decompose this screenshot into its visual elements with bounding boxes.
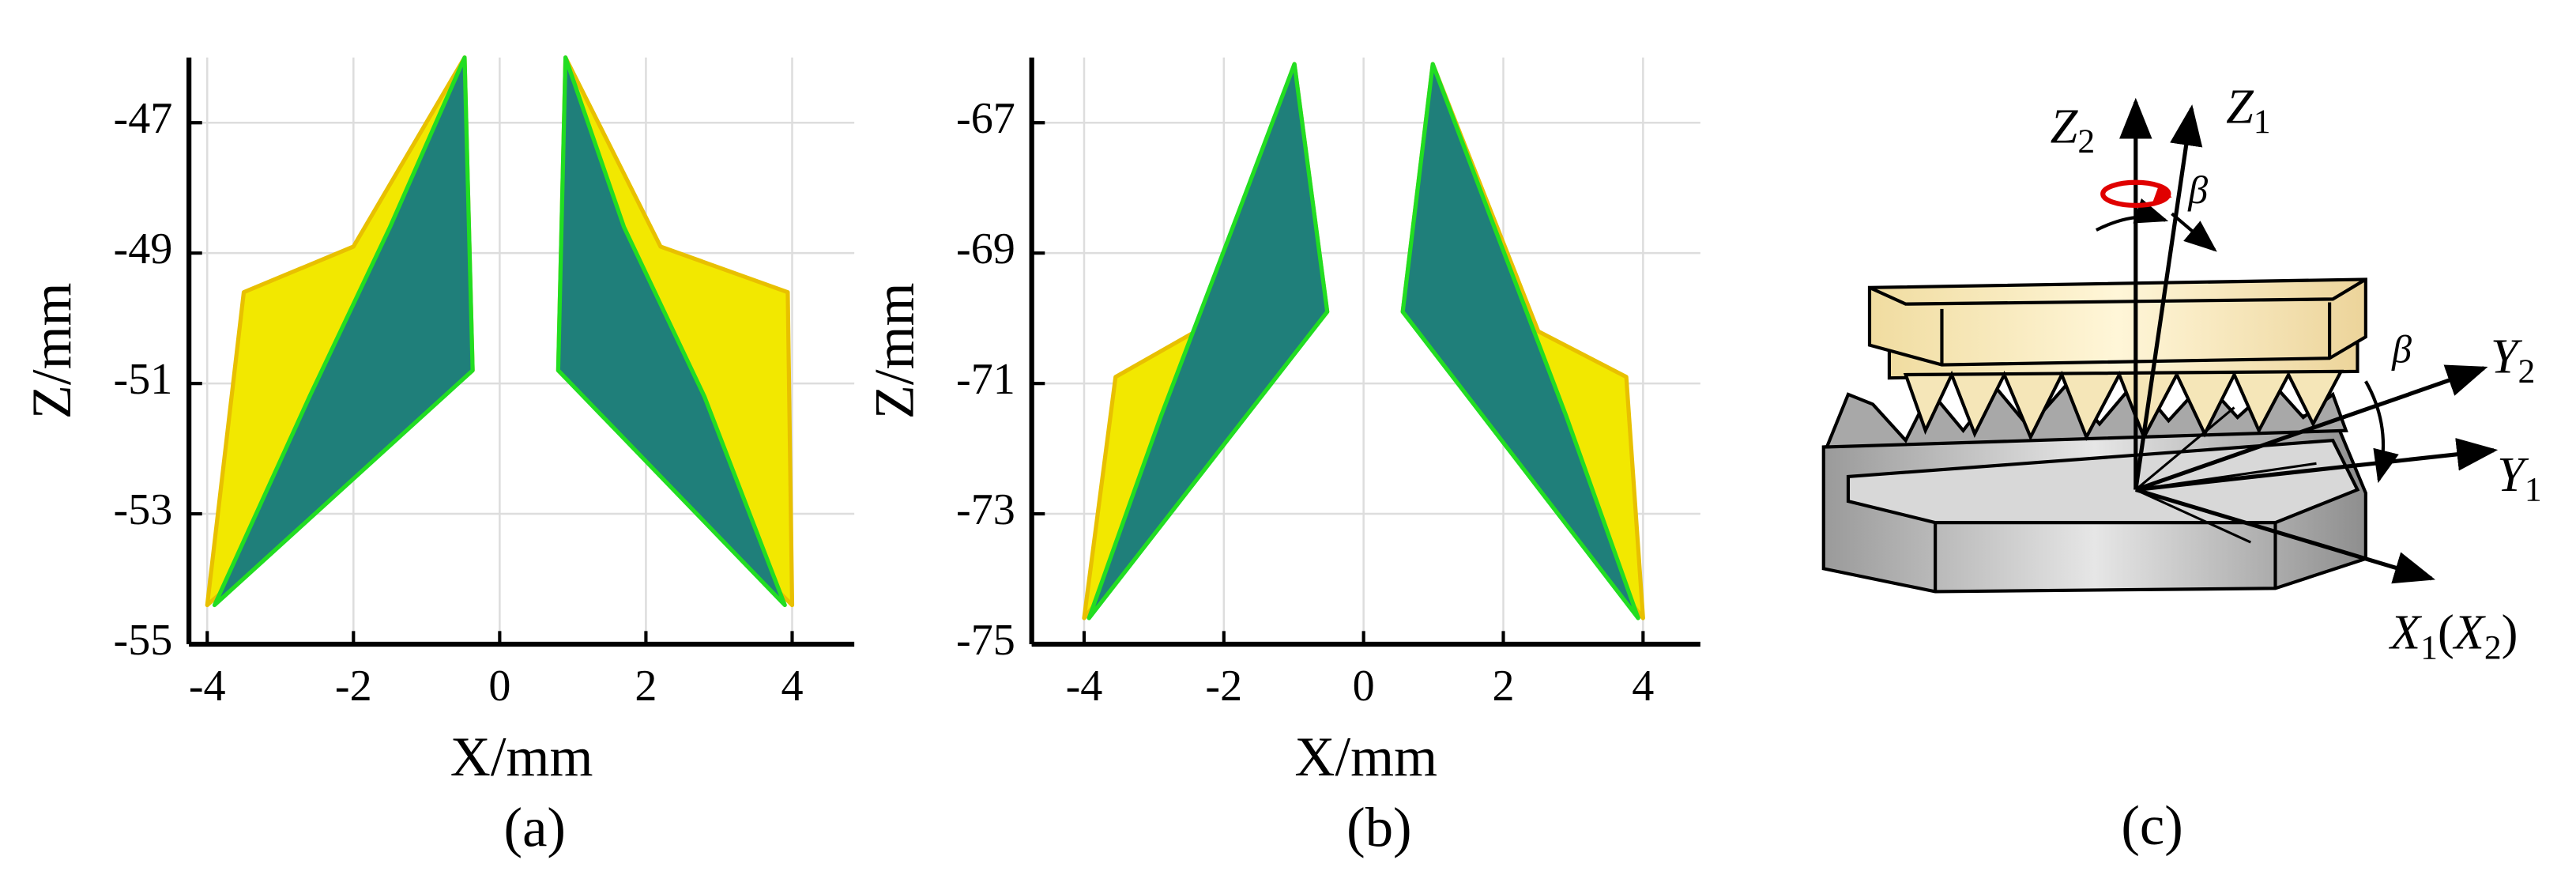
label-sub: 2 [2484, 628, 2502, 666]
upper-gear [1867, 277, 2367, 367]
chart: -55 -53 -51 -49 -47 -4 -2 0 2 4 Z/mm X/mm (a) [21, 55, 855, 858]
label-sub: 1 [2525, 471, 2542, 509]
label-sub: 2 [2077, 123, 2095, 160]
x1-axis [2135, 488, 2435, 584]
caption: (a) [504, 797, 566, 858]
x-tick-label: -4 [189, 662, 226, 711]
x-tick-label: 2 [1492, 662, 1514, 711]
y-tick-label: -55 [114, 616, 173, 665]
x-tick-label: 4 [781, 662, 803, 711]
upper-edges [1869, 277, 2367, 365]
plots: -55-53-51-49-47-4 -2 0 2 4Z/mmX/mm(a)-75-73-… [21, 55, 1700, 858]
surface-patch [1400, 62, 1640, 621]
label-sub: 1 [2254, 103, 2271, 141]
x-tick-label: -2 [335, 662, 372, 711]
label-main: Z [2226, 80, 2254, 134]
beta-side-arc [2364, 380, 2399, 484]
label-paren: ) [2502, 605, 2518, 660]
coordinate-axes [2095, 97, 2499, 584]
beta-label: β [2187, 168, 2208, 212]
beta-label: β [2391, 327, 2412, 371]
label-paren: ( [2438, 605, 2454, 660]
gear-diagram: Z2 Z1 β β Y2 Y1 X1(X2) (c) [1821, 80, 2542, 857]
x-axis-label: X/mm [450, 726, 593, 788]
label-main: Y [2491, 330, 2523, 384]
z2-label: Z2 [2051, 100, 2096, 160]
beta-arc [2095, 198, 2169, 232]
x-tick-label: -2 [1205, 662, 1242, 711]
y2-axis [2134, 364, 2488, 492]
y-tick-label: -71 [956, 355, 1015, 404]
y-axis-label: Z/mm [864, 283, 926, 420]
beta-arc-2 [2171, 212, 2217, 252]
y1-label: Y1 [2497, 447, 2542, 508]
y1-axis [2135, 438, 2499, 492]
x-tick-label: 4 [1632, 662, 1654, 711]
y-tick-label: -67 [956, 94, 1015, 143]
y-tick-label: -53 [114, 485, 173, 534]
y-tick-label: -73 [956, 485, 1015, 534]
surface-patch [555, 55, 787, 608]
surface-patch [212, 55, 475, 608]
label-main: Z [2051, 100, 2079, 154]
y-tick-label: -69 [956, 224, 1015, 273]
chart: -75 -73 -71 -69 -67 -4 -2 0 2 4 Z/mm X/mm (b) [864, 57, 1700, 858]
label-sub: 2 [2518, 353, 2536, 390]
caption: (c) [2121, 795, 2182, 857]
rotation-indicator [2100, 179, 2171, 208]
y-tick-label: -47 [114, 94, 173, 143]
y-tick-label: -75 [956, 616, 1015, 665]
y-axis-label: Z/mm [21, 283, 83, 420]
x1x2-label: X1(X2) [2388, 605, 2518, 666]
y-tick-label: -51 [114, 355, 173, 404]
surface-patch [1087, 62, 1330, 621]
label-main: Y [2497, 447, 2529, 502]
aux-lines [2134, 406, 2317, 544]
label-main: X [2388, 605, 2423, 660]
y-tick-label: -49 [114, 224, 173, 273]
x-tick-label: 0 [488, 662, 510, 711]
caption: (b) [1346, 797, 1411, 858]
y2-label: Y2 [2491, 330, 2536, 390]
x-tick-label: 2 [635, 662, 657, 711]
x-tick-label: -4 [1066, 662, 1103, 711]
label-sub: 1 [2420, 628, 2438, 666]
x-tick-label: 0 [1353, 662, 1375, 711]
label-main: X [2452, 605, 2487, 660]
upper-teeth [1903, 369, 2344, 442]
z1-axis [2133, 104, 2203, 490]
z1-label: Z1 [2226, 80, 2271, 141]
x-axis-label: X/mm [1294, 726, 1437, 788]
